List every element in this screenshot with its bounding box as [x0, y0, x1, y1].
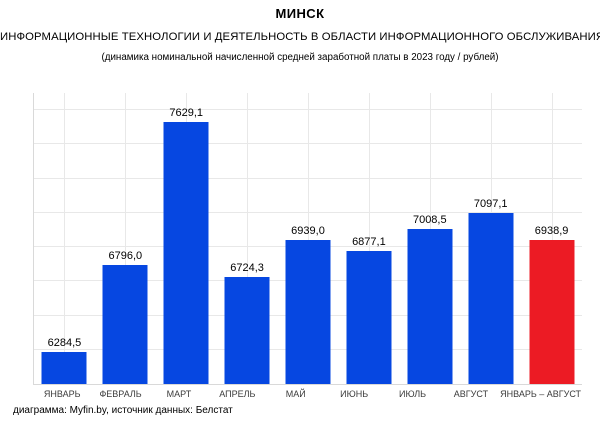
bar-cell: 6938,9 [521, 93, 582, 384]
plot-area: 6284,5 6796,0 7629,1 6724,3 6939,0 6877,1 7008… [33, 93, 582, 385]
category-label: ЯНВАРЬ – АВГУСТ [500, 389, 582, 399]
value-label: 6724,3 [230, 262, 264, 275]
value-label: 6284,5 [47, 337, 82, 350]
chart-note: (динамика номинальной начисленной средне… [101, 52, 499, 63]
value-label: 6938,9 [534, 225, 569, 238]
source-credit: диаграмма: Myfin.by, источник данных: Бе… [13, 405, 233, 416]
category-label: АПРЕЛЬ [219, 389, 256, 399]
vertical-gridline [308, 93, 309, 384]
bar-highlight [529, 240, 575, 384]
vertical-gridline [551, 93, 553, 384]
bar-cell: 6939,0 [278, 93, 339, 384]
category-axis: ЯНВАРЬ ФЕВРАЛЬ МАРТ АПРЕЛЬ МАЙ ИЮНЬ ИЮЛЬ АВГУСТ… [33, 389, 581, 399]
bar-cell: 6877,1 [338, 93, 399, 384]
value-label: 6796,0 [108, 249, 143, 262]
vertical-gridline [368, 93, 370, 384]
bar-cell: 6724,3 [217, 93, 278, 384]
category-label: МАРТ [166, 389, 192, 399]
category-label: ИЮНЬ [340, 389, 369, 399]
vertical-gridline [125, 93, 127, 384]
bar [224, 277, 270, 384]
bar-cell: 7629,1 [156, 93, 217, 384]
value-label: 7097,1 [473, 198, 508, 211]
vertical-gridline [64, 93, 66, 384]
bar [346, 251, 392, 384]
value-label: 7008,5 [412, 213, 447, 226]
vertical-gridline [247, 93, 249, 384]
value-label: 6877,1 [352, 236, 386, 248]
value-label: 6939,0 [291, 225, 325, 238]
category-label: АВГУСТ [453, 389, 489, 399]
category-label: МАЙ [285, 389, 306, 399]
bar-cell: 6284,5 [34, 93, 95, 384]
bar [468, 213, 514, 384]
chart-subtitle: ИНФОРМАЦИОННЫЕ ТЕХНОЛОГИИ И ДЕЯТЕЛЬНОСТЬ… [0, 31, 600, 43]
value-label: 7629,1 [169, 107, 204, 120]
bar-cell: 7008,5 [399, 93, 460, 384]
bar [41, 352, 87, 384]
bar-cell: 7097,1 [460, 93, 521, 384]
bar-cell: 6796,0 [95, 93, 156, 384]
category-label: ИЮЛЬ [399, 389, 427, 399]
category-label: ФЕВРАЛЬ [99, 389, 142, 399]
chart-title: МИНСК [275, 6, 325, 21]
bar-cells: 6284,5 6796,0 7629,1 6724,3 6939,0 6877,1 7008… [34, 93, 582, 384]
bar [285, 240, 331, 384]
bar [407, 228, 453, 384]
bar [102, 264, 148, 384]
category-label: ЯНВАРЬ [43, 389, 81, 399]
bar [163, 122, 209, 384]
